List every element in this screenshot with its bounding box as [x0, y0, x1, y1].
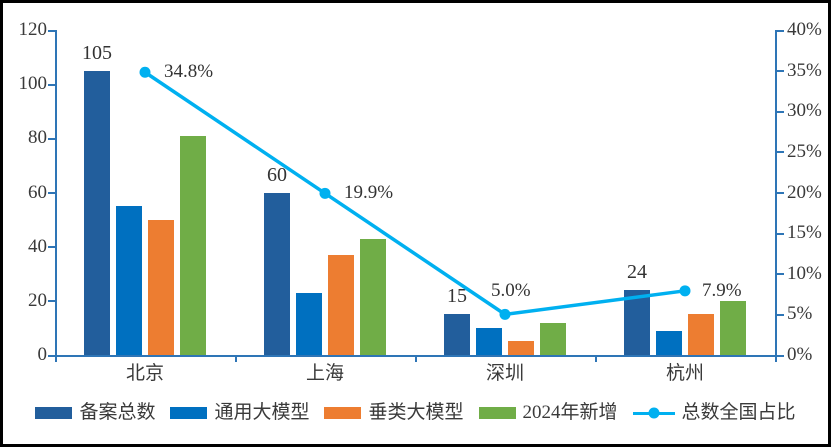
category-label-上海: 上海 — [305, 363, 344, 384]
line-value-label: 19.9% — [344, 182, 394, 204]
bar-2024年新增-深圳 — [540, 322, 566, 355]
legend-label: 通用大模型 — [214, 402, 310, 423]
legend-item-垂类大模型: 垂类大模型 — [324, 402, 464, 424]
legend-item-备案总数: 备案总数 — [35, 402, 155, 424]
left-axis-tick-label: 80 — [28, 127, 47, 149]
left-axis-tick — [48, 137, 55, 140]
chart-legend: 备案总数 通用大模型 垂类大模型 2024年新增 总数全国占比 — [3, 402, 828, 424]
left-axis-tick-label: 40 — [28, 235, 47, 257]
line-marker — [139, 66, 151, 78]
left-axis-tick-label: 100 — [18, 73, 48, 95]
left-axis-tick-label: 20 — [28, 289, 47, 311]
left-axis-tick — [48, 354, 55, 357]
right-axis-tick — [777, 273, 784, 276]
bar-备案总数-北京 — [84, 70, 110, 355]
right-axis-tick-label: 5% — [787, 303, 813, 325]
left-axis-tick-label: 60 — [28, 181, 47, 203]
legend-item-通用大模型: 通用大模型 — [170, 402, 309, 424]
bar-垂类大模型-深圳 — [508, 341, 534, 355]
bar-value-label: 15 — [447, 285, 467, 308]
right-axis-tick-label: 25% — [787, 140, 822, 162]
bar-2024年新增-杭州 — [720, 300, 746, 355]
legend-item-2024年新增: 2024年新增 — [478, 402, 618, 424]
right-axis-tick — [777, 192, 784, 194]
x-axis-line — [55, 355, 777, 357]
line-marker — [319, 187, 331, 199]
bar-垂类大模型-上海 — [328, 254, 354, 355]
right-axis-tick — [777, 232, 784, 235]
legend-swatch-icon — [324, 407, 362, 419]
chart-plot-area: 0 20 40 60 80 100 120 0% 5% 10% 15% 20% 25% 30% 35% 40%… — [3, 3, 828, 444]
bar-value-label: 24 — [627, 261, 647, 283]
bar-备案总数-上海 — [264, 192, 290, 355]
right-axis-tick-label: 0% — [787, 344, 813, 365]
legend-item-总数全国占比: 总数全国占比 — [632, 402, 796, 424]
left-axis-tick-label: 0 — [37, 344, 48, 365]
legend-swatch-icon — [170, 407, 208, 419]
x-axis-tick — [775, 357, 777, 362]
line-value-label: 7.9% — [702, 279, 742, 301]
bar-通用大模型-杭州 — [656, 330, 682, 355]
left-axis-tick — [48, 83, 55, 86]
left-axis-tick — [48, 300, 55, 303]
line-value-label: 34.8% — [164, 61, 214, 83]
category-label-北京: 北京 — [125, 363, 164, 384]
legend-label: 总数全国占比 — [681, 402, 796, 423]
right-axis-tick — [777, 354, 784, 357]
right-axis-line — [775, 30, 777, 357]
bar-垂类大模型-杭州 — [688, 314, 714, 355]
category-label-杭州: 杭州 — [665, 363, 704, 384]
bar-备案总数-深圳 — [444, 314, 470, 355]
left-axis-tick — [48, 246, 55, 249]
category-label-深圳: 深圳 — [485, 363, 524, 384]
bar-value-label: 60 — [267, 163, 287, 186]
right-axis-tick — [777, 70, 784, 73]
right-axis-tick-label: 30% — [787, 100, 822, 122]
line-value-label: 5.0% — [491, 280, 531, 302]
right-axis-tick-label: 35% — [787, 59, 822, 81]
x-axis-tick — [235, 357, 237, 362]
right-axis-tick — [777, 151, 784, 154]
legend-label: 2024年新增 — [522, 402, 618, 423]
left-axis-tick — [48, 192, 55, 194]
bar-通用大模型-深圳 — [476, 327, 502, 355]
bar-value-label: 105 — [82, 41, 112, 64]
bar-备案总数-杭州 — [624, 290, 650, 355]
line-marker — [499, 308, 511, 320]
bar-通用大模型-上海 — [296, 292, 322, 355]
x-axis-tick — [415, 357, 417, 362]
right-axis-tick-label: 40% — [787, 19, 822, 40]
legend-label: 备案总数 — [79, 402, 156, 423]
left-axis-line — [55, 30, 57, 357]
bar-2024年新增-上海 — [360, 238, 386, 355]
right-axis-tick-label: 10% — [787, 262, 822, 284]
right-axis-tick-label: 15% — [787, 222, 822, 244]
left-axis-tick — [48, 29, 55, 32]
legend-swatch-icon — [478, 407, 516, 419]
right-axis-tick-label: 20% — [787, 181, 822, 203]
left-axis-tick-label: 120 — [18, 19, 48, 40]
right-axis-tick — [777, 313, 784, 316]
line-marker — [679, 285, 691, 297]
legend-line-marker-icon — [632, 407, 675, 419]
legend-label: 垂类大模型 — [368, 402, 464, 423]
x-axis-tick — [595, 357, 597, 362]
bar-垂类大模型-北京 — [148, 219, 174, 355]
bar-通用大模型-北京 — [116, 206, 142, 355]
legend-swatch-icon — [35, 407, 73, 419]
bar-2024年新增-北京 — [180, 135, 206, 355]
right-axis-tick — [777, 29, 784, 32]
right-axis-tick — [777, 110, 784, 113]
x-axis-tick — [55, 357, 57, 362]
